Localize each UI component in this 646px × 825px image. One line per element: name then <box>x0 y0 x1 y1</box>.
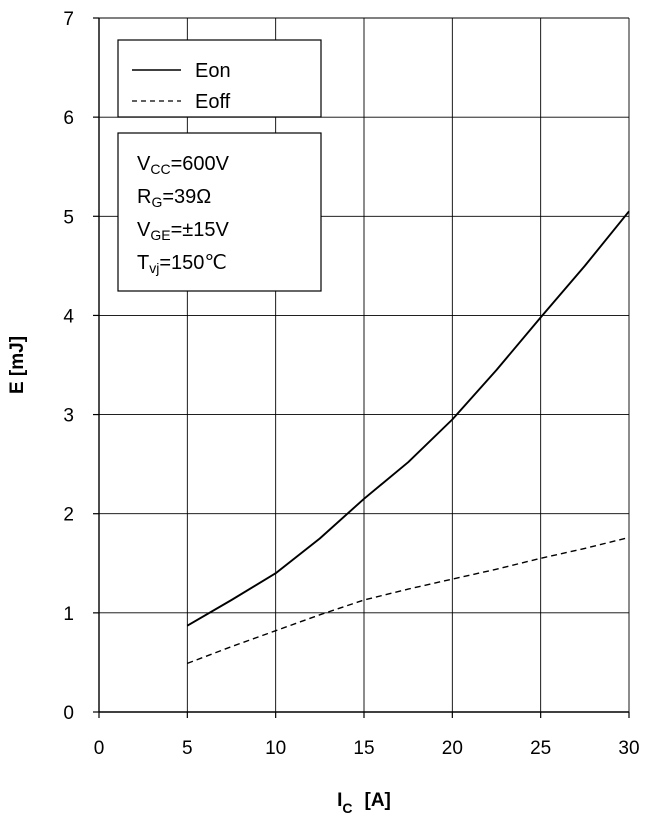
y-tick-label-0: 0 <box>63 703 74 724</box>
series-layer <box>186 210 630 665</box>
y-tick-label-6: 6 <box>63 108 74 129</box>
x-tick-label-3: 15 <box>353 738 374 759</box>
x-axis-title-main: I <box>337 790 342 811</box>
conditions-box: VCC=600V RG=39Ω VGE=±15V Tvj=150℃ <box>117 132 322 292</box>
legend-label-eon: Eon <box>195 60 231 82</box>
x-axis-title: IC [A] <box>337 790 391 816</box>
x-tick-label-2: 10 <box>265 738 286 759</box>
y-tick-label-5: 5 <box>63 207 74 228</box>
x-axis-title-unit: [A] <box>365 790 391 811</box>
legend: Eon Eoff <box>117 39 322 118</box>
y-tick-label-1: 1 <box>63 604 74 625</box>
grid <box>98 17 630 713</box>
condition-line-1: RG=39Ω <box>137 186 211 210</box>
condition-line-3: Tvj=150℃ <box>137 252 227 276</box>
x-tick-label-0: 0 <box>94 738 105 759</box>
y-tick-label-3: 3 <box>63 406 74 427</box>
legend-box <box>117 39 322 118</box>
x-tick-label-1: 5 <box>182 738 193 759</box>
condition-line-2: VGE=±15V <box>137 219 229 243</box>
legend-label-eoff: Eoff <box>195 91 231 113</box>
series-line-eoff <box>187 536 630 665</box>
series-line-eon <box>186 210 630 627</box>
y-tick-label-2: 2 <box>63 505 74 526</box>
x-axis-title-sub: C <box>342 800 352 816</box>
condition-line-0: VCC=600V <box>137 153 230 177</box>
x-tick-label-6: 30 <box>618 738 639 759</box>
y-tick-label-7: 7 <box>63 9 74 30</box>
tick-labels: 0 5 10 15 20 25 30 0 1 2 3 4 5 6 7 <box>63 9 639 759</box>
x-tick-label-4: 20 <box>442 738 463 759</box>
y-tick-label-4: 4 <box>63 306 74 327</box>
x-tick-label-5: 25 <box>530 738 551 759</box>
axes <box>93 17 630 718</box>
conditions-frame <box>117 132 322 292</box>
y-axis-title: E [mJ] <box>7 336 28 394</box>
